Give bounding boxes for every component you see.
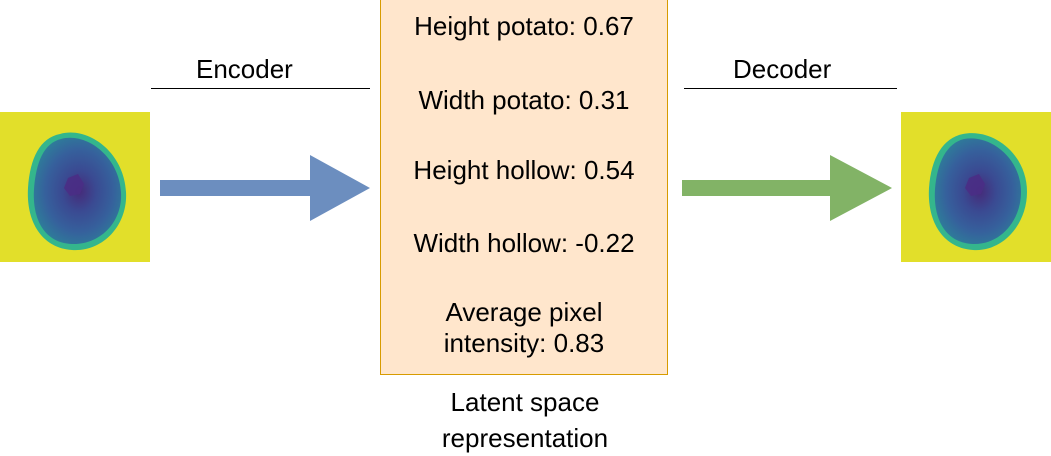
decoder-label: Decoder	[733, 54, 832, 84]
decoder-arrow-shape	[682, 155, 892, 221]
right-arrow-icon	[160, 155, 370, 221]
encoder-arrow	[160, 155, 370, 221]
decoder-rule	[684, 88, 897, 89]
encoder-rule	[151, 88, 370, 89]
latent-caption: Latent space representation	[441, 387, 609, 453]
potato-hollow	[965, 174, 985, 196]
decoder-arrow	[682, 155, 892, 221]
latent-feature-height-potato: Height potato: 0.67	[414, 11, 634, 41]
input-image	[0, 112, 150, 262]
latent-feature-average-intensity: Average pixel intensity: 0.83	[443, 297, 605, 358]
latent-feature-width-hollow: Width hollow: -0.22	[413, 228, 635, 258]
latent-feature-height-hollow: Height hollow: 0.54	[413, 155, 635, 185]
latent-space-box	[380, 0, 668, 375]
latent-feature-width-potato: Width potato: 0.31	[418, 85, 630, 115]
encoder-label: Encoder	[196, 54, 293, 84]
encoder-arrow-shape	[160, 155, 370, 221]
output-potato-image	[901, 112, 1051, 262]
right-arrow-icon	[682, 155, 892, 221]
input-potato-image	[0, 112, 150, 262]
output-image	[901, 112, 1051, 262]
potato-hollow	[64, 174, 84, 196]
